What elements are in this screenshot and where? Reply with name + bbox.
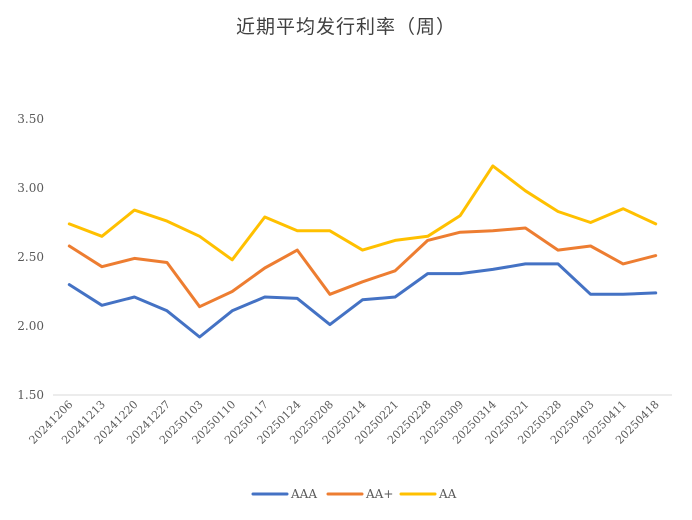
legend-label: AA	[438, 487, 457, 501]
series-layer	[67, 164, 658, 339]
series-line-aaa	[67, 262, 658, 339]
y-tick-label: 1.50	[17, 388, 44, 402]
legend-label: AA+	[365, 487, 393, 501]
series-line-aa	[67, 164, 658, 262]
legend-label: AAA	[290, 487, 317, 501]
series-line-aa-plus	[67, 226, 658, 309]
y-tick-label: 2.50	[17, 250, 44, 264]
x-axis-ticks: 2024120620241213202412202024122720250103…	[27, 398, 662, 447]
y-tick-label: 3.00	[17, 181, 44, 195]
chart-title: 近期平均发行利率（周）	[235, 16, 456, 38]
legend: AAA AA+ AA	[251, 487, 457, 501]
y-tick-label: 3.50	[17, 112, 44, 126]
y-axis-ticks: 3.50 3.00 2.50 2.00 1.50	[17, 112, 44, 402]
y-tick-label: 2.00	[17, 319, 44, 333]
